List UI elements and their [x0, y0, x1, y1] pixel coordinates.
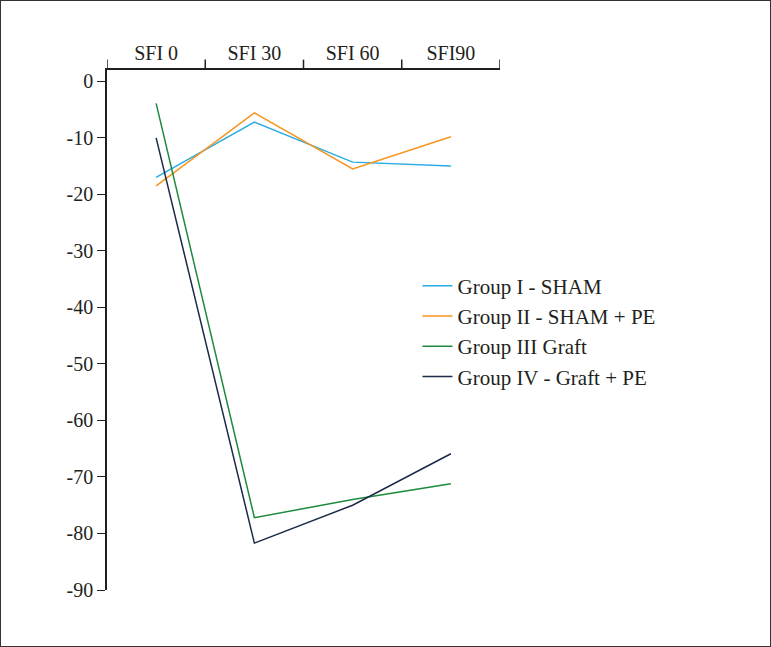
svg-text:Group II - SHAM + PE: Group II - SHAM + PE — [457, 305, 655, 329]
svg-text:-70: -70 — [67, 466, 94, 488]
svg-text:SFI 0: SFI 0 — [134, 42, 178, 64]
svg-text:Group IV - Graft + PE: Group IV - Graft + PE — [457, 366, 646, 390]
svg-text:SFI 30: SFI 30 — [227, 42, 281, 64]
svg-text:-90: -90 — [67, 579, 94, 601]
svg-text:-30: -30 — [67, 240, 94, 262]
svg-text:-10: -10 — [67, 127, 94, 149]
svg-text:Group I - SHAM: Group I - SHAM — [457, 275, 601, 299]
svg-text:-20: -20 — [67, 183, 94, 205]
svg-text:-40: -40 — [67, 296, 94, 318]
svg-text:-50: -50 — [67, 353, 94, 375]
svg-text:-60: -60 — [67, 409, 94, 431]
svg-text:SFI 60: SFI 60 — [326, 42, 380, 64]
svg-text:0: 0 — [83, 70, 93, 92]
svg-text:SFI90: SFI90 — [426, 42, 475, 64]
svg-text:-80: -80 — [67, 522, 94, 544]
svg-text:Group III Graft: Group III Graft — [457, 335, 587, 359]
